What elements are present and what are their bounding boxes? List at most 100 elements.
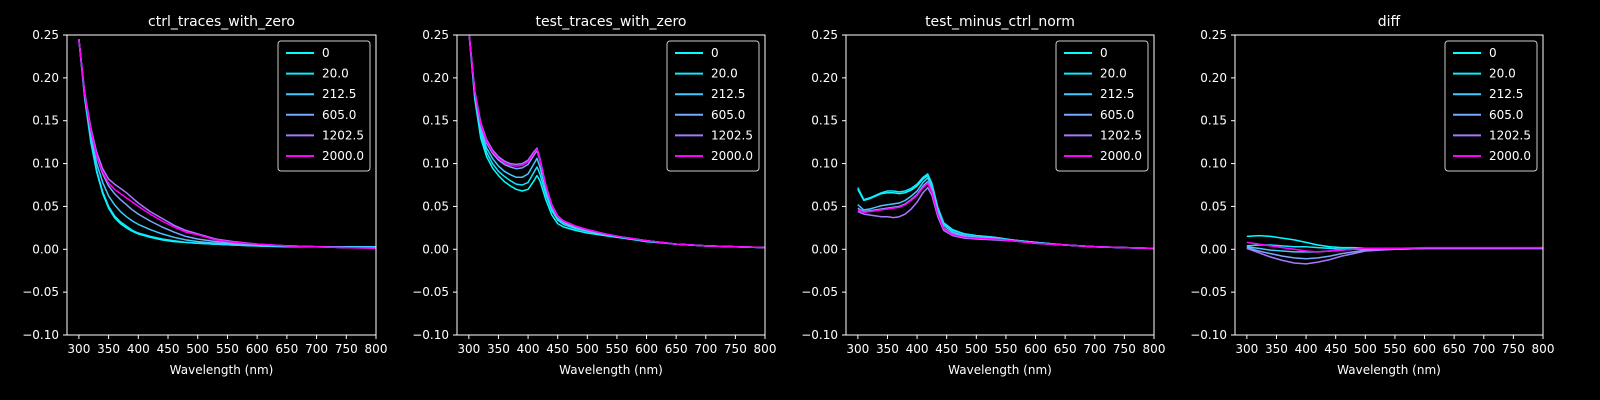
plot-frame	[845, 34, 1155, 336]
series-group	[78, 39, 376, 250]
y-tick-label: −0.10	[801, 328, 838, 342]
x-tick-label: 450	[546, 342, 569, 356]
y-tick-label: 0.00	[32, 242, 59, 256]
x-tick-label: 650	[665, 342, 688, 356]
legend-label: 20.0	[1489, 67, 1516, 81]
x-tick-label: 800	[365, 342, 388, 356]
x-tick-label: 350	[876, 342, 899, 356]
x-tick-label: 500	[576, 342, 599, 356]
x-tick-label: 300	[67, 342, 90, 356]
x-tick-label: 600	[246, 342, 269, 356]
series-group	[1246, 234, 1543, 265]
series-group	[468, 35, 765, 249]
chart-panel-1: ctrl_traces_with_zero 300 350 400 450 500 550 6…	[22, 14, 387, 377]
x-tick-label: 600	[1413, 342, 1436, 356]
x-tick-label: 450	[157, 342, 180, 356]
y-tick-label: 0.00	[422, 242, 449, 256]
x-tick-label: 350	[97, 342, 120, 356]
y-tick-label: 0.05	[1200, 199, 1227, 213]
chart-panel-2: test_traces_with_zero 300 350 400 450 500 550 6…	[412, 14, 776, 377]
x-tick-label: 550	[216, 342, 239, 356]
y-tick-label: 0.15	[1200, 114, 1227, 128]
series-line-2000.0	[857, 182, 1154, 250]
y-tick-label: 0.05	[422, 199, 449, 213]
legend-label: 212.5	[1100, 87, 1134, 101]
series-line-0	[468, 35, 765, 249]
y-tick-label: 0.15	[811, 114, 838, 128]
panels: ctrl_traces_with_zero 300 350 400 450 500 550 6…	[22, 14, 1554, 377]
y-tick-label: 0.10	[1200, 157, 1227, 171]
series-line-2000.0	[1246, 241, 1543, 253]
y-tick-label: 0.10	[32, 157, 59, 171]
x-tick-label: 750	[1502, 342, 1525, 356]
x-tick-label: 450	[1324, 342, 1347, 356]
legend-label: 0	[1489, 46, 1497, 60]
x-tick-label: 600	[1024, 342, 1047, 356]
y-tick-label: −0.05	[801, 285, 838, 299]
legend-label: 605.0	[1489, 108, 1523, 122]
legend-label: 2000.0	[322, 149, 364, 163]
y-tick-label: 0.00	[1200, 242, 1227, 256]
legend-label: 1202.5	[1100, 128, 1142, 142]
y-tick-label: −0.05	[1190, 285, 1227, 299]
legend-label: 20.0	[711, 67, 738, 81]
chart-title: test_minus_ctrl_norm	[925, 14, 1075, 30]
chart-panel-3: test_minus_ctrl_norm 300 350 400 450 500 550 60…	[801, 14, 1165, 377]
y-tick-label: 0.10	[811, 157, 838, 171]
x-tick-label: 350	[1265, 342, 1288, 356]
x-tick-label: 400	[1295, 342, 1318, 356]
y-tick-label: −0.05	[22, 285, 59, 299]
legend-label: 0	[711, 46, 719, 60]
legend-label: 605.0	[1100, 108, 1134, 122]
legend: 0 20.0 212.5 605.0 1202.5 2000.0	[1055, 40, 1149, 172]
legend-label: 212.5	[711, 87, 745, 101]
series-line-1202.5	[1246, 247, 1543, 265]
y-tick-label: −0.10	[1190, 328, 1227, 342]
x-tick-label: 650	[1443, 342, 1466, 356]
legend-label: 20.0	[322, 67, 349, 81]
series-group	[857, 173, 1154, 250]
x-tick-label: 300	[846, 342, 869, 356]
y-tick-label: 0.15	[422, 114, 449, 128]
legend-label: 1202.5	[1489, 128, 1531, 142]
y-tick-label: 0.25	[1200, 28, 1227, 42]
x-tick-label: 550	[994, 342, 1017, 356]
x-axis-label: Wavelength (nm)	[559, 363, 663, 377]
y-tick-label: 0.20	[811, 71, 838, 85]
legend-label: 2000.0	[1489, 149, 1531, 163]
x-tick-label: 300	[1235, 342, 1258, 356]
legend-label: 2000.0	[711, 149, 753, 163]
y-tick-label: 0.25	[422, 28, 449, 42]
y-tick-label: −0.10	[22, 328, 59, 342]
series-line-2000.0	[78, 39, 376, 250]
y-tick-label: 0.05	[32, 199, 59, 213]
x-tick-label: 500	[186, 342, 209, 356]
chart-title: ctrl_traces_with_zero	[148, 14, 295, 30]
x-tick-label: 550	[1383, 342, 1406, 356]
legend-label: 605.0	[322, 108, 356, 122]
legend-label: 1202.5	[711, 128, 753, 142]
x-tick-label: 300	[457, 342, 480, 356]
y-tick-label: 0.25	[811, 28, 838, 42]
y-tick-label: 0.15	[32, 114, 59, 128]
legend: 0 20.0 212.5 605.0 1202.5 2000.0	[277, 40, 371, 172]
x-tick-label: 650	[1054, 342, 1077, 356]
x-tick-label: 800	[1532, 342, 1555, 356]
y-tick-label: 0.20	[32, 71, 59, 85]
y-tick-label: 0.10	[422, 157, 449, 171]
x-tick-label: 500	[965, 342, 988, 356]
y-tick-label: −0.10	[412, 328, 449, 342]
y-tick-label: 0.05	[811, 199, 838, 213]
plot-frame	[66, 34, 377, 336]
legend-label: 20.0	[1100, 67, 1127, 81]
legend-label: 605.0	[711, 108, 745, 122]
legend-label: 0	[1100, 46, 1108, 60]
y-tick-label: 0.25	[32, 28, 59, 42]
x-tick-label: 800	[754, 342, 777, 356]
x-tick-label: 700	[1083, 342, 1106, 356]
legend-label: 1202.5	[322, 128, 364, 142]
x-tick-label: 700	[694, 342, 717, 356]
plot-frame	[1234, 34, 1544, 336]
x-tick-label: 400	[517, 342, 540, 356]
